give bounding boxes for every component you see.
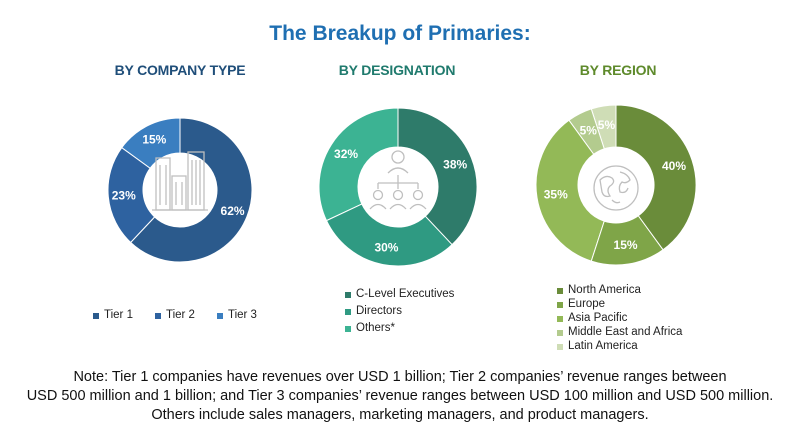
legend-item-europe: Europe bbox=[557, 298, 682, 311]
legend-swatch bbox=[345, 291, 351, 298]
buildings-icon bbox=[152, 151, 208, 211]
legend-swatch bbox=[216, 312, 223, 319]
legend-swatch bbox=[557, 315, 563, 322]
data-label-directors: 30% bbox=[374, 240, 398, 254]
legend-item-latin-america: Latin America bbox=[557, 340, 682, 353]
legend-item-c-level-executives: C-Level Executives bbox=[345, 288, 454, 301]
data-label-europe: 15% bbox=[614, 238, 638, 252]
slice-others bbox=[318, 107, 399, 222]
slice-north-america bbox=[615, 104, 697, 251]
slice-asia-pacific bbox=[535, 119, 605, 262]
legend-swatch bbox=[557, 343, 563, 350]
chart-title-designation: BY DESIGNATION bbox=[338, 62, 456, 78]
data-label-latin-america: 5% bbox=[598, 118, 616, 132]
legend-label: C-Level Executives bbox=[356, 288, 455, 300]
legend-designation: C-Level Executives Directors Others* bbox=[345, 288, 454, 335]
chart-title-region: BY REGION bbox=[579, 62, 657, 78]
legend-swatch bbox=[557, 287, 563, 294]
legend-label: Latin America bbox=[568, 340, 638, 352]
legend-label: Middle East and Africa bbox=[568, 326, 683, 338]
legend-swatch bbox=[93, 312, 99, 319]
data-label-asia-pacific: 35% bbox=[544, 188, 568, 202]
legend-item-asia-pacific: Asia Pacific bbox=[557, 312, 682, 325]
chart-title-company-type: BY COMPANY TYPE bbox=[114, 62, 246, 78]
footnote-line: Others include sales managers, marketing… bbox=[151, 407, 649, 423]
legend-swatch bbox=[345, 308, 351, 315]
legend-swatch bbox=[557, 301, 563, 308]
globe-icon bbox=[593, 165, 639, 211]
data-label-tier-3: 15% bbox=[142, 133, 166, 147]
legend-label: Tier 1 bbox=[104, 309, 133, 321]
legend-swatch bbox=[345, 325, 351, 332]
page-title: The Breakup of Primaries: bbox=[269, 22, 531, 45]
legend-label: Europe bbox=[568, 298, 606, 310]
slice-c-level-executives bbox=[397, 107, 478, 246]
legend-label: Asia Pacific bbox=[568, 312, 628, 324]
legend-company-type: Tier 1 Tier 2 Tier 3 bbox=[93, 309, 257, 322]
org-chart-icon bbox=[369, 150, 427, 210]
data-label-north-america: 40% bbox=[662, 159, 686, 173]
legend-item-tier-3: Tier 3 bbox=[216, 309, 257, 322]
data-label-c-level-executives: 38% bbox=[443, 157, 467, 171]
footnote-line: Note: Tier 1 companies have revenues ove… bbox=[73, 369, 727, 385]
legend-label: Directors bbox=[356, 305, 403, 317]
legend-label: North America bbox=[568, 284, 641, 296]
legend-label: Others* bbox=[356, 322, 395, 334]
data-label-tier-1: 62% bbox=[221, 204, 245, 218]
legend-item-middle-east-and-africa: Middle East and Africa bbox=[557, 326, 682, 339]
legend-swatch bbox=[557, 329, 563, 336]
legend-swatch bbox=[154, 312, 161, 319]
data-label-middle-east-and-africa: 5% bbox=[580, 124, 598, 138]
legend-region: North America Europe Asia Pacific Middle Ea… bbox=[557, 284, 682, 353]
slice-directors bbox=[325, 203, 453, 267]
data-label-tier-2: 23% bbox=[112, 188, 136, 202]
legend-item-north-america: North America bbox=[557, 284, 682, 297]
legend-item-tier-2: Tier 2 bbox=[154, 309, 195, 322]
slice-middle-east-and-africa bbox=[568, 108, 605, 155]
slice-europe bbox=[590, 215, 664, 266]
legend-item-directors: Directors bbox=[345, 305, 454, 318]
legend-item-others: Others* bbox=[345, 322, 454, 335]
legend-item-tier-1: Tier 1 bbox=[93, 309, 133, 322]
footnote-line: USD 500 million and 1 billion; and Tier … bbox=[26, 388, 774, 404]
slice-tier-2 bbox=[107, 146, 156, 244]
legend-label: Tier 3 bbox=[227, 309, 257, 321]
data-label-others: 32% bbox=[334, 147, 358, 161]
legend-label: Tier 2 bbox=[165, 309, 195, 321]
slice-tier-1 bbox=[130, 117, 253, 263]
footnote: Note: Tier 1 companies have revenues ove… bbox=[0, 368, 800, 425]
